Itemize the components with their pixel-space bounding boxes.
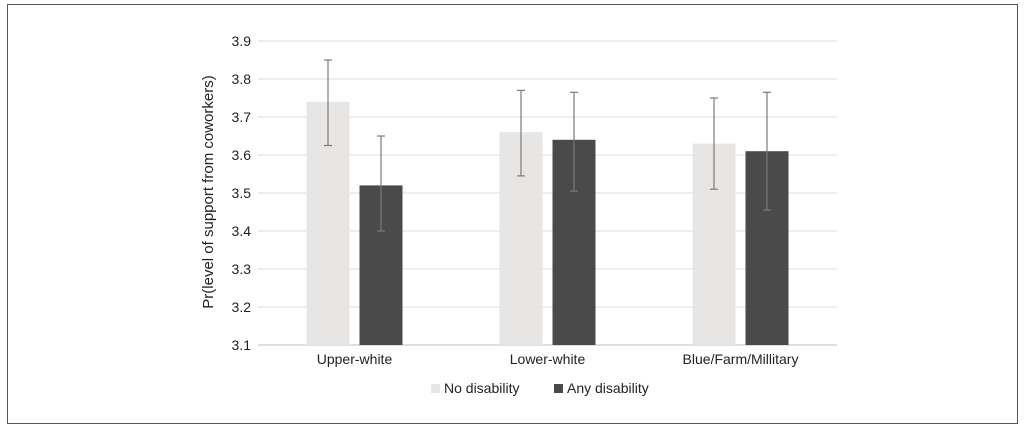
error-bars (324, 59, 771, 232)
legend-swatch (554, 384, 563, 393)
bars (306, 101, 789, 345)
y-tick-label: 3.7 (232, 109, 252, 125)
legend: No disability Any disability (431, 380, 649, 396)
x-tick-label: Upper-white (317, 351, 393, 367)
y-tick-label: 3.1 (232, 337, 252, 353)
legend-label: No disability (444, 380, 519, 396)
y-tick-label: 3.3 (232, 261, 252, 277)
y-tick-label: 3.5 (232, 185, 252, 201)
x-tick-label: Lower-white (510, 351, 586, 367)
y-tick-label: 3.6 (232, 147, 252, 163)
y-tick-label: 3.2 (232, 299, 252, 315)
y-tick-label: 3.9 (232, 33, 252, 49)
y-tick-labels: 3.1 3.2 3.3 3.4 3.5 3.6 3.7 3.8 3.9 (232, 33, 252, 353)
x-tick-label: Blue/Farm/Millitary (683, 351, 799, 367)
x-tick-labels: Upper-white Lower-white Blue/Farm/Millitar… (317, 351, 799, 367)
gridlines (258, 40, 837, 346)
y-tick-label: 3.8 (232, 71, 252, 87)
legend-label: Any disability (567, 380, 649, 396)
y-tick-label: 3.4 (232, 223, 252, 239)
legend-swatch (431, 384, 440, 393)
y-axis-label: Pr(level of support from coworkers) (200, 75, 217, 308)
